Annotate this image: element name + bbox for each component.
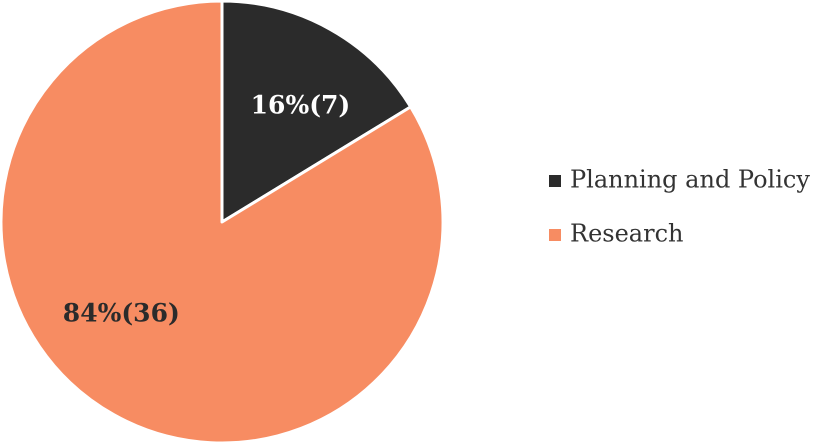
slice-labels: 16%(7) 84%(36): [63, 90, 350, 327]
legend-swatch-planning-and-policy: [549, 175, 561, 187]
pie-slices: [0, 0, 445, 445]
slice-label-planning-and-policy: 16%(7): [251, 90, 351, 119]
pie-slice-research: [0, 0, 445, 445]
pie-slice-planning-and-policy: [220, 0, 413, 224]
slice-label-research: 84%(36): [63, 298, 180, 327]
legend-label-planning-and-policy: Planning and Policy: [570, 166, 810, 194]
legend-label-research: Research: [570, 220, 683, 248]
legend-swatch-research: [549, 229, 561, 241]
legend: Planning and Policy Research: [549, 166, 810, 248]
